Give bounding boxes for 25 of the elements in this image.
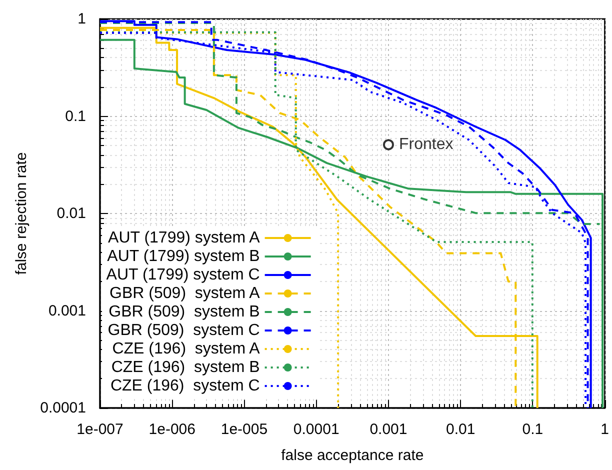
legend-label: AUT (1799) system B: [107, 248, 260, 265]
x-tick-label: 1e-007: [76, 421, 124, 438]
y-axis-title: false rejection rate: [13, 152, 30, 275]
legend-label: CZE (196) system C: [110, 378, 260, 394]
x-tick-label: 1e-005: [220, 421, 268, 438]
x-tick-label: 1: [600, 421, 609, 438]
x-tick-label: 0.01: [446, 421, 476, 438]
legend-label: AUT (1799) system C: [106, 266, 260, 284]
x-tick-label: 0.0001: [293, 421, 340, 438]
x-tick-label: 0.001: [370, 421, 408, 438]
y-tick-label: 0.001: [48, 302, 86, 320]
legend-label: AUT (1799) system A: [108, 230, 260, 246]
legend-label: CZE (196) system A: [112, 340, 260, 358]
y-tick-label: 0.0001: [40, 400, 86, 416]
series-label: Frontex: [398, 136, 454, 154]
legend-label: GBR (509) system B: [108, 304, 260, 320]
x-tick-label: 0.1: [522, 421, 544, 438]
legend-label: CZE (196) system B: [111, 359, 260, 376]
x-tick-label: 1e-006: [148, 421, 196, 438]
legend-label: GBR (509) system C: [108, 322, 260, 339]
x-axis-title: false acceptance rate: [281, 447, 424, 464]
y-tick-label: 1: [78, 10, 86, 28]
y-tick-label: 0.01: [56, 205, 86, 222]
legend-label: GBR (509) system A: [110, 285, 260, 302]
y-tick-label: 0.1: [65, 108, 86, 125]
